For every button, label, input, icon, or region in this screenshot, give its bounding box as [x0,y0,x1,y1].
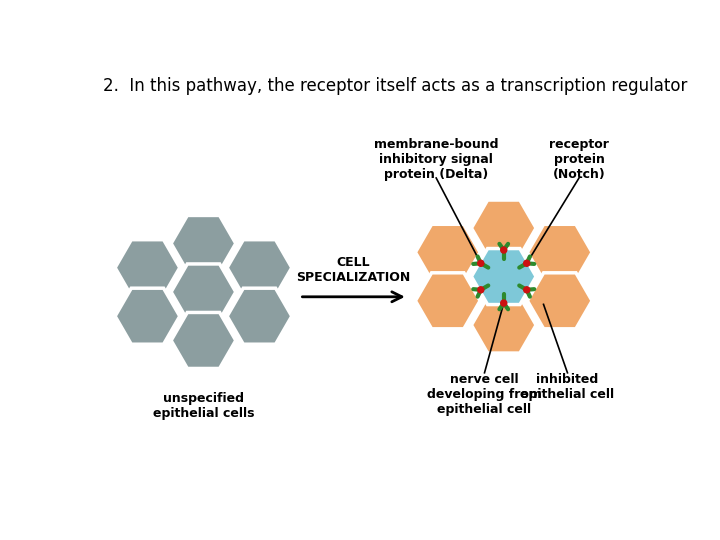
Text: CELL
SPECIALIZATION: CELL SPECIALIZATION [297,256,410,285]
Circle shape [523,287,530,293]
Circle shape [478,287,484,293]
Polygon shape [415,224,480,280]
Text: 2.  In this pathway, the receptor itself acts as a transcription regulator: 2. In this pathway, the receptor itself … [104,77,688,96]
Polygon shape [115,240,180,296]
Circle shape [500,300,507,306]
Polygon shape [171,264,235,320]
Circle shape [500,247,507,253]
Polygon shape [472,248,536,305]
Polygon shape [227,288,292,344]
Polygon shape [528,273,592,329]
Text: nerve cell
developing from
epithelial cell: nerve cell developing from epithelial ce… [427,373,542,416]
Polygon shape [227,240,292,296]
Polygon shape [171,215,235,272]
Text: unspecified
epithelial cells: unspecified epithelial cells [153,392,254,420]
Text: inhibited
epithelial cell: inhibited epithelial cell [521,373,615,401]
Polygon shape [528,224,592,280]
Circle shape [478,260,484,266]
Polygon shape [171,313,235,368]
Polygon shape [115,288,180,344]
Polygon shape [415,273,480,329]
Text: receptor
protein
(Notch): receptor protein (Notch) [549,138,609,181]
Circle shape [523,260,530,266]
Polygon shape [472,200,536,256]
Text: membrane-bound
inhibitory signal
protein (Delta): membrane-bound inhibitory signal protein… [374,138,498,181]
Polygon shape [472,297,536,353]
